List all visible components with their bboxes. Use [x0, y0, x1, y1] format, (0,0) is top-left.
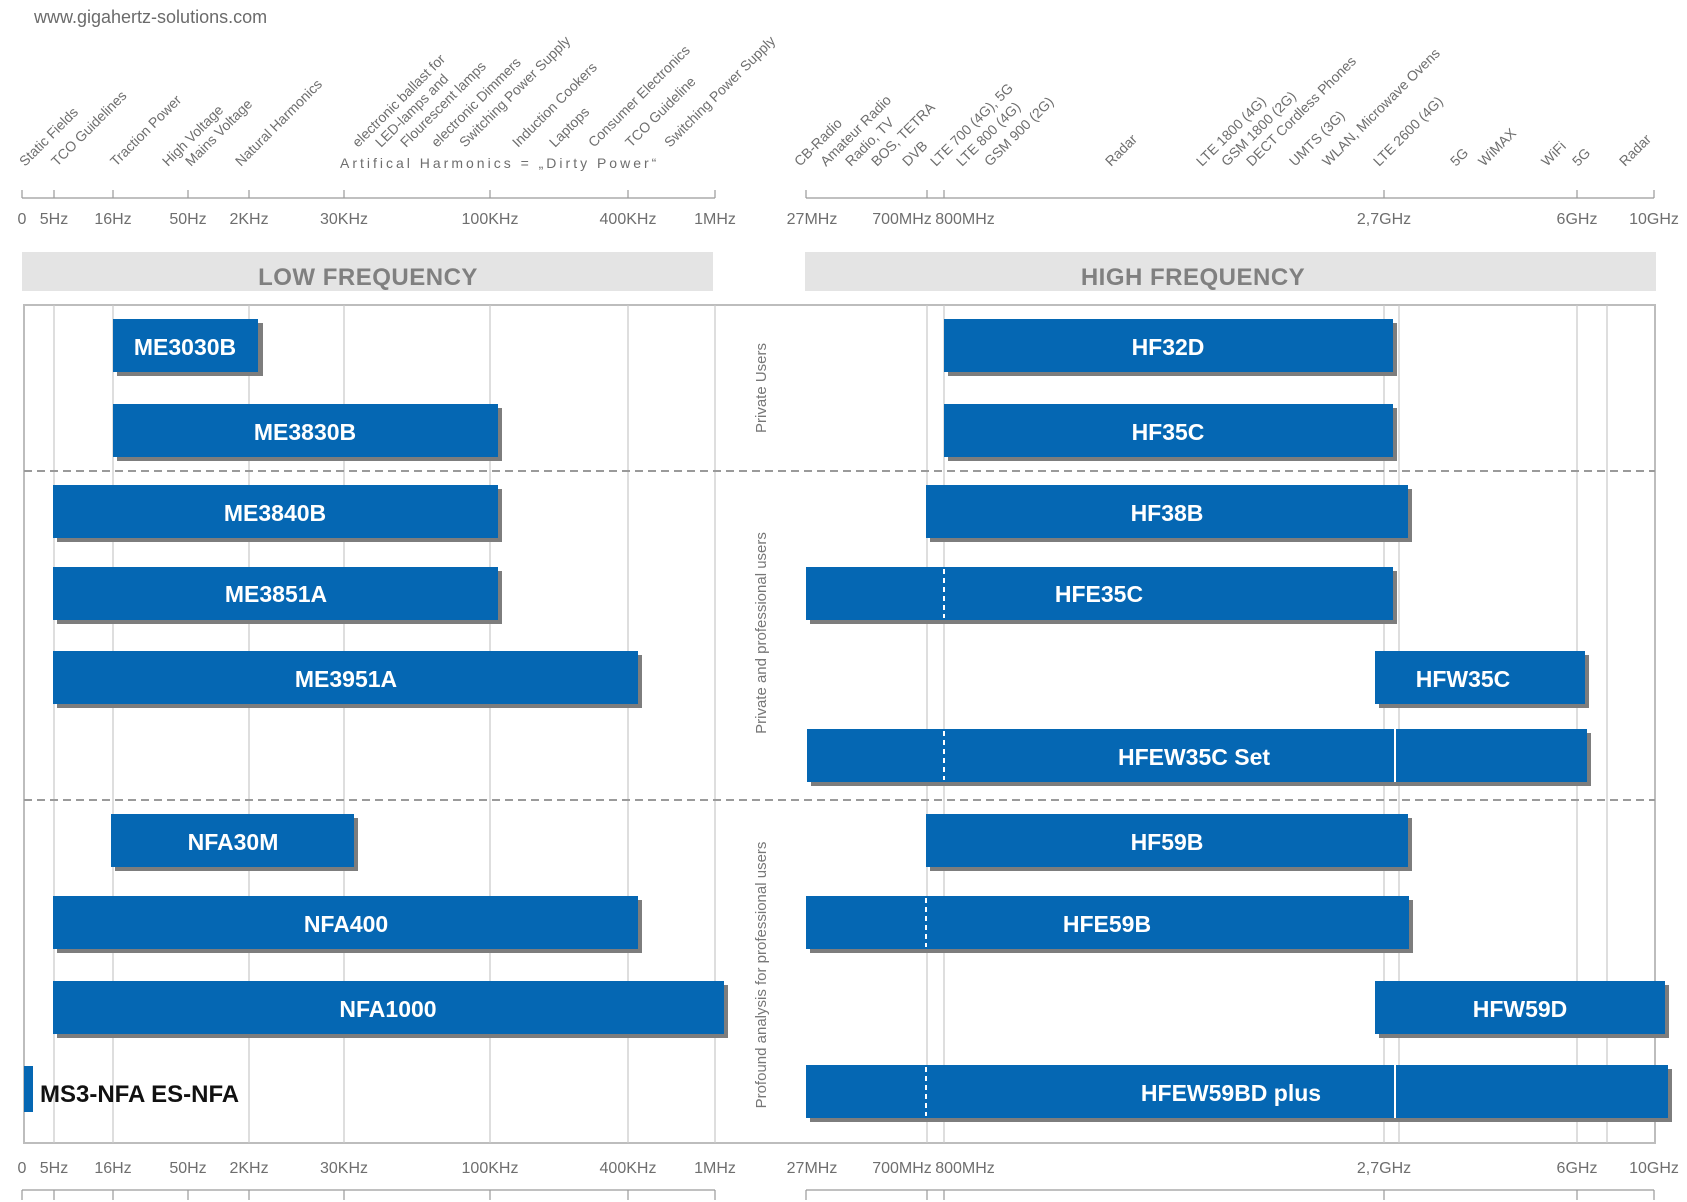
tick-label: 100KHz [462, 211, 519, 228]
bar-hf59b: HF59B [926, 814, 1412, 871]
bar-nfa1000: NFA1000 [53, 981, 728, 1038]
tick-label: 6GHz [1557, 1160, 1598, 1177]
tick-label: 100KHz [462, 1160, 519, 1177]
bar-me3030b: ME3030B [113, 319, 263, 376]
tick-label: 2,7GHz [1357, 1160, 1411, 1177]
tick-label: 27MHz [787, 211, 838, 228]
tick-label: 10GHz [1629, 1160, 1679, 1177]
high-frequency-title: HIGH FREQUENCY [1081, 264, 1305, 291]
application-label: Radar [1102, 131, 1141, 170]
bar-label: NFA400 [304, 911, 388, 937]
tick-label: 800MHz [935, 211, 995, 228]
tick-label: 5Hz [40, 211, 68, 228]
bottom-axis [21, 1189, 1655, 1200]
tick-label: 700MHz [872, 211, 932, 228]
tick-label: 1MHz [694, 211, 736, 228]
bar-label: ME3951A [295, 666, 397, 692]
high-bars: HF32D HF35C HF38B HFE35C HFW35C [806, 319, 1672, 1122]
applications-high: CB-Radio Amateur Radio Radio, TV BOS, TE… [791, 45, 1655, 169]
bar-hfew35c-set: HFEW35C Set [807, 729, 1591, 786]
tick-label: 700MHz [872, 1160, 932, 1177]
tick-label: 2,7GHz [1357, 211, 1411, 228]
bar-me3830b: ME3830B [113, 404, 502, 461]
bar-me3851a: ME3851A [53, 567, 502, 624]
group-label-private-professional: Private and professional users [753, 532, 770, 734]
tick-label: 16Hz [94, 1160, 131, 1177]
bar-label: ME3830B [254, 419, 356, 445]
tick-label: 400KHz [600, 211, 657, 228]
group-label-professional: Profound analysis for professional users [753, 842, 770, 1109]
tick-label: 0 [18, 211, 27, 228]
tick-label: 400KHz [600, 1160, 657, 1177]
low-bars: ME3030B ME3830B ME3840B ME3851A ME3951A … [24, 319, 728, 1112]
bar-hfe35c: HFE35C [806, 567, 1397, 624]
tick-label: 0 [18, 1160, 27, 1177]
high-frequency-band [805, 252, 1656, 291]
bar-label: HFEW35C Set [1118, 744, 1270, 770]
application-label: Radar [1616, 131, 1655, 170]
tick-label: 800MHz [935, 1160, 995, 1177]
artificial-harmonics-label: Artifical Harmonics = „Dirty Power“ [340, 155, 659, 171]
tick-label: 50Hz [169, 1160, 206, 1177]
tick-label: 2KHz [229, 1160, 268, 1177]
bar-hf38b: HF38B [926, 485, 1412, 542]
application-label: 5G [1569, 145, 1594, 170]
bar-label: NFA1000 [339, 996, 436, 1022]
bar-label: HF59B [1131, 829, 1204, 855]
bar-hfew59bd-plus: HFEW59BD plus [806, 1065, 1672, 1122]
application-label: WiFi [1538, 138, 1569, 169]
bar-label: HF35C [1132, 419, 1205, 445]
bar-label: ME3840B [224, 500, 326, 526]
bar-hfw59d: HFW59D [1375, 981, 1669, 1038]
chart-frame [23, 304, 1656, 1144]
bar-label: HFE35C [1055, 581, 1143, 607]
bar-label: NFA30M [188, 829, 279, 855]
low-frequency-band [22, 252, 713, 291]
bar-label: HF32D [1132, 334, 1205, 360]
extra-marker [24, 1066, 33, 1112]
tick-label: 1MHz [694, 1160, 736, 1177]
applications-low: Static Fields TCO Guidelines Traction Po… [16, 33, 779, 170]
bar-hfe59b: HFE59B [806, 896, 1413, 953]
top-axis [21, 190, 1655, 199]
bottom-tick-labels: 0 5Hz 16Hz 50Hz 2KHz 30KHz 100KHz 400KHz… [18, 1160, 1679, 1177]
top-tick-labels: 0 5Hz 16Hz 50Hz 2KHz 30KHz 100KHz 400KHz… [18, 211, 1679, 228]
bar-me3840b: ME3840B [53, 485, 502, 542]
bar-nfa400: NFA400 [53, 896, 642, 953]
bar-hf35c: HF35C [944, 404, 1397, 461]
tick-label: 50Hz [169, 211, 206, 228]
bar-label: HFE59B [1063, 911, 1151, 937]
tick-label: 30KHz [320, 1160, 368, 1177]
bar-hf32d: HF32D [944, 319, 1397, 376]
bar-label: HFEW59BD plus [1141, 1080, 1321, 1106]
tick-label: 2KHz [229, 211, 268, 228]
application-label: 5G [1447, 145, 1472, 170]
tick-label: 27MHz [787, 1160, 838, 1177]
low-frequency-title: LOW FREQUENCY [258, 264, 478, 291]
tick-label: 30KHz [320, 211, 368, 228]
bar-nfa30m: NFA30M [111, 814, 358, 871]
tick-label: 6GHz [1557, 211, 1598, 228]
bar-hfw35c: HFW35C [1375, 651, 1589, 708]
application-label: Natural Harmonics [232, 76, 325, 169]
bar-label: ME3851A [225, 581, 327, 607]
group-label-private: Private Users [753, 343, 770, 433]
bar-label: HFW35C [1416, 666, 1511, 692]
extra-devices-label: MS3-NFA ES-NFA [40, 1081, 239, 1108]
bar-label: HFW59D [1473, 996, 1568, 1022]
tick-label: 10GHz [1629, 211, 1679, 228]
bar-label: ME3030B [134, 334, 236, 360]
site-url: www.gigahertz-solutions.com [33, 7, 267, 27]
bar-me3951a: ME3951A [53, 651, 642, 708]
tick-label: 16Hz [94, 211, 131, 228]
application-label: WiMAX [1475, 124, 1520, 169]
bar-label: HF38B [1131, 500, 1204, 526]
tick-label: 5Hz [40, 1160, 68, 1177]
